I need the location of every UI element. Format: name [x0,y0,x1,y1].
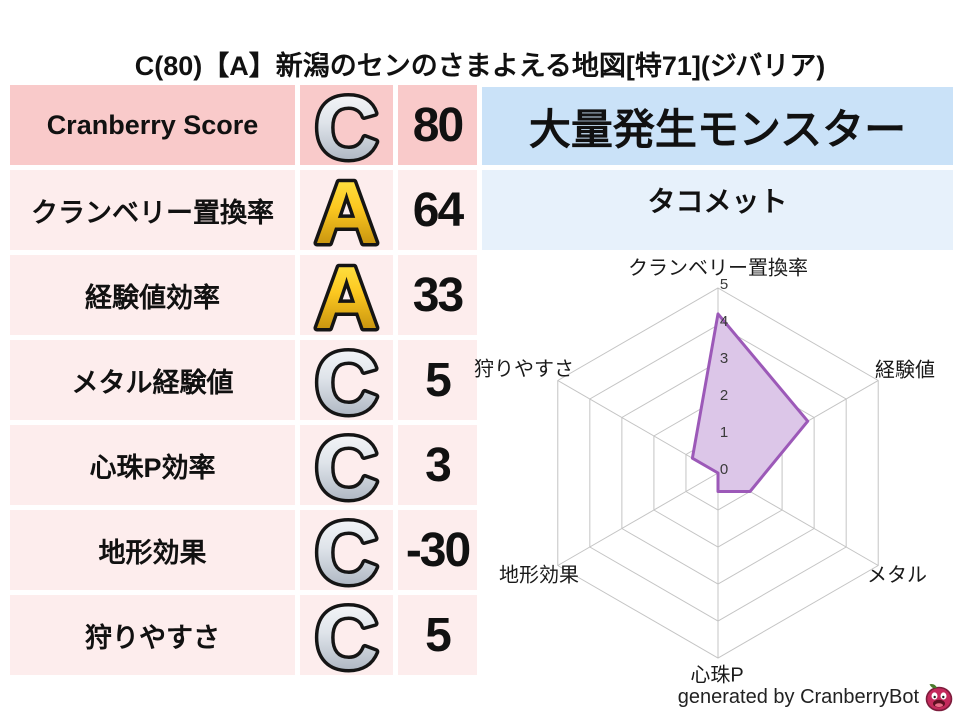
stat-value: 64 [398,170,477,250]
monster-name-panel: タコメット [482,170,953,250]
radar-axis-label-exp: 経験値 [875,359,935,382]
radar-tick-label: 2 [720,387,728,404]
stat-label: 経験値効率 [10,255,295,335]
page-title: C(80)【A】新潟のセンのさまよえる地図[特71](ジバリア) [134,51,826,81]
svg-text:A: A [315,255,379,335]
grade-c-icon: C [300,510,393,590]
grade-letter-glyph: C [311,425,382,505]
radar-tick-label: 1 [720,424,728,441]
grade-a-icon: A [300,170,393,250]
svg-text:A: A [315,170,379,250]
radar-plot-area: 0 1 2 3 4 5 [557,276,879,659]
stat-value: -30 [398,510,477,590]
grade-letter-glyph: A [311,170,382,250]
svg-text:C: C [315,595,379,675]
radar-axis-label-metal: メタル [867,564,927,587]
svg-text:C: C [315,425,379,505]
grade-letter-glyph: C [311,510,382,590]
svg-text:C: C [315,340,379,420]
monster-panel-header: 大量発生モンスター [482,87,953,165]
stat-label: メタル経験値 [10,340,295,420]
grade-c-icon: C [300,85,393,165]
stat-label: 心珠P効率 [10,425,295,505]
cranberry-slime-icon [925,683,953,712]
radar-axis-label-cranberry: クランベリー置換率 [628,257,808,280]
radar-axis-label-terrain: 地形効果 [499,564,579,587]
radar-data-polygon [690,312,810,493]
stat-label: 狩りやすさ [10,595,295,675]
footer-credit: generated by CranberryBot [678,682,954,712]
grade-c-icon: C [300,425,393,505]
stat-value: 80 [398,85,477,165]
radar-tick-label: 3 [720,350,728,367]
credit-text: generated by CranberryBot [677,685,919,708]
radar-tick-label: 0 [720,461,728,478]
radar-tick-label: 5 [720,276,728,293]
grade-letter-glyph: C [311,595,382,675]
radar-tick-label: 4 [720,313,728,330]
stat-label: 地形効果 [10,510,295,590]
radar-axis-label-hunt: 狩りやすさ [474,358,574,381]
grade-letter-glyph: A [311,255,382,335]
grade-c-icon: C [300,340,393,420]
stat-label: クランベリー置換率 [10,170,295,250]
stats-table: Cranberry Score C 80 クランベリー置換率 A 64 経験値効… [10,85,477,675]
monster-name: タコメット [647,186,788,217]
svg-text:C: C [315,85,379,165]
stat-label: Cranberry Score [10,85,295,165]
radar-chart: 0 1 2 3 4 5 クランベリー置換率 経験値 メタル 心珠P 地形効果 狩りやすさ [474,252,960,720]
stat-value: 5 [398,340,477,420]
grade-a-icon: A [300,255,393,335]
grade-letter-glyph: C [311,340,382,420]
stat-value: 5 [398,595,477,675]
grade-letter-glyph: C [311,85,382,165]
stat-value: 33 [398,255,477,335]
radar-axis-label-shinju: 心珠P [690,664,744,687]
stat-value: 3 [398,425,477,505]
grade-c-icon: C [300,595,393,675]
radar-axis-line [557,472,719,566]
svg-text:C: C [315,510,379,590]
